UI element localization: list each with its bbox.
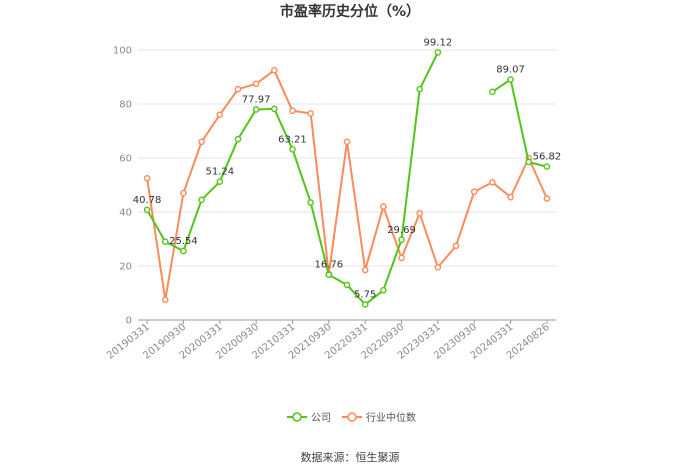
data-point xyxy=(380,286,387,294)
data-label: 5.75 xyxy=(354,289,376,300)
data-point xyxy=(325,271,333,279)
data-point xyxy=(143,206,151,214)
data-point xyxy=(416,85,423,93)
data-point xyxy=(271,66,278,74)
data-point xyxy=(343,138,351,146)
y-tick-label: 80 xyxy=(119,100,132,111)
data-point xyxy=(416,210,423,217)
data-point xyxy=(543,195,551,202)
data-point xyxy=(507,76,514,83)
data-label: 56.82 xyxy=(533,152,562,163)
data-point xyxy=(216,111,224,119)
data-point xyxy=(398,254,405,262)
data-point xyxy=(198,196,205,204)
legend-item-company[interactable]: 公司 xyxy=(287,412,331,424)
data-label: 40.78 xyxy=(133,195,162,206)
data-point xyxy=(252,80,260,88)
data-label: 16.76 xyxy=(315,260,344,271)
data-source: 数据来源：恒生聚源 xyxy=(301,450,400,464)
data-point xyxy=(489,88,496,96)
data-point xyxy=(507,193,514,201)
data-point xyxy=(398,236,405,244)
data-point xyxy=(161,296,169,304)
data-point xyxy=(307,110,314,117)
data-point xyxy=(343,281,351,289)
y-tick-label: 0 xyxy=(126,316,132,327)
series-company xyxy=(143,49,551,308)
data-point xyxy=(198,138,205,146)
data-label: 63.21 xyxy=(278,134,307,145)
legend-industry-marker xyxy=(347,412,357,422)
data-point xyxy=(452,242,460,250)
data-point xyxy=(361,301,369,308)
data-point xyxy=(161,238,169,245)
data-point xyxy=(143,174,151,182)
data-point xyxy=(434,264,442,271)
data-point xyxy=(434,49,442,56)
data-point xyxy=(216,178,224,185)
data-point xyxy=(525,158,533,166)
series-line xyxy=(491,78,548,168)
data-label: 77.97 xyxy=(242,94,271,105)
data-point xyxy=(307,199,314,206)
data-point xyxy=(289,107,296,115)
chart-title: 市盈率历史分位（%） xyxy=(280,3,420,20)
data-label: 51.24 xyxy=(205,167,234,178)
legend[interactable]: 公司 行业中位数 xyxy=(287,411,416,424)
data-point xyxy=(470,188,478,196)
series-line xyxy=(146,69,548,301)
legend-industry-label: 行业中位数 xyxy=(366,411,416,424)
data-point xyxy=(252,106,260,113)
data-point xyxy=(489,178,496,186)
y-tick-label: 20 xyxy=(119,262,132,273)
data-point xyxy=(271,105,278,113)
series-industry-median xyxy=(143,66,551,304)
data-label: 89.07 xyxy=(496,65,525,76)
series-line xyxy=(146,51,439,306)
y-tick-label: 60 xyxy=(119,154,132,165)
data-label: 29.69 xyxy=(387,225,416,236)
y-tick-label: 40 xyxy=(119,208,132,219)
data-labels: 40.78 25.54 51.24 77.97 63.21 16.76 5.75 29.69 9… xyxy=(133,37,561,300)
data-label: 99.12 xyxy=(424,37,453,48)
data-point xyxy=(361,266,369,274)
y-tick-label: 100 xyxy=(113,46,132,57)
legend-item-industry-median[interactable]: 行业中位数 xyxy=(342,411,416,424)
legend-company-label: 公司 xyxy=(311,413,331,424)
data-point xyxy=(180,247,187,255)
data-point xyxy=(234,135,242,143)
data-point xyxy=(543,163,551,170)
axes: 0204060801002019033120190930202003312020… xyxy=(105,46,556,362)
data-label: 25.54 xyxy=(169,236,198,247)
data-point xyxy=(380,203,387,210)
data-point xyxy=(180,189,187,197)
data-point xyxy=(289,146,296,153)
legend-company-marker xyxy=(292,412,302,422)
data-point xyxy=(234,85,242,93)
series xyxy=(143,49,551,308)
